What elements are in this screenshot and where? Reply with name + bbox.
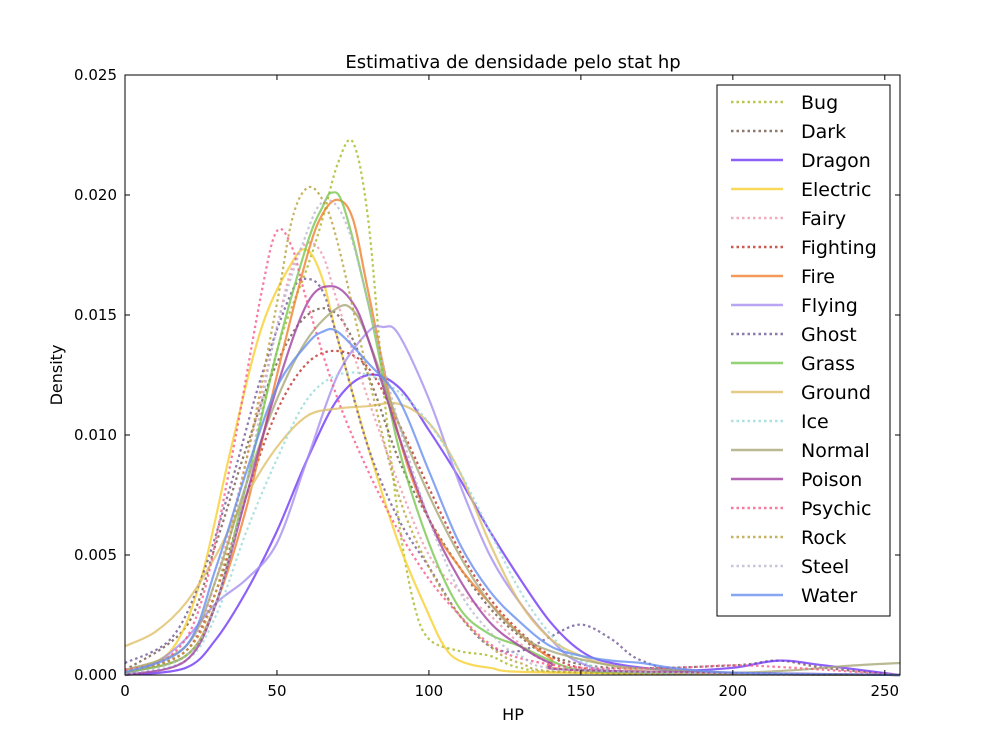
- y-tick-label: 0.000: [74, 666, 117, 684]
- density-lines: [124, 138, 901, 677]
- y-tick-label: 0.025: [74, 66, 117, 84]
- y-axis-ticks: 0.000 0.005 0.010 0.015 0.020 0.025: [74, 66, 900, 684]
- x-tick-label: 250: [870, 682, 899, 700]
- x-tick-label: 200: [719, 682, 748, 700]
- y-tick-label: 0.005: [74, 546, 117, 564]
- legend-label-fighting: Fighting: [801, 237, 877, 259]
- legend-label-flying: Flying: [801, 295, 858, 317]
- y-axis-label: Density: [47, 345, 66, 406]
- x-tick-label: 50: [267, 682, 286, 700]
- legend-label-fairy: Fairy: [801, 208, 846, 230]
- series-line-poison: [124, 285, 901, 677]
- x-axis-ticks: 0 50 100 150 200 250: [120, 75, 899, 700]
- legend: Bug Dark Dragon Electric Fairy Fighting Fire Fl…: [716, 84, 891, 617]
- legend-box: [716, 84, 891, 617]
- legend-label-ice: Ice: [801, 411, 829, 433]
- plot-frame: [124, 74, 901, 676]
- legend-label-steel: Steel: [801, 556, 849, 578]
- legend-label-grass: Grass: [801, 353, 855, 375]
- x-tick-label: 0: [120, 682, 130, 700]
- legend-label-poison: Poison: [801, 469, 862, 491]
- series-line-fairy: [124, 241, 901, 677]
- legend-label-dragon: Dragon: [801, 150, 871, 172]
- legend-label-psychic: Psychic: [801, 498, 871, 520]
- series-line-dragon: [124, 373, 901, 677]
- legend-label-water: Water: [801, 585, 857, 607]
- x-tick-label: 150: [567, 682, 596, 700]
- legend-label-dark: Dark: [801, 121, 846, 143]
- legend-label-electric: Electric: [801, 179, 871, 201]
- legend-label-ground: Ground: [801, 382, 871, 404]
- legend-label-bug: Bug: [801, 92, 838, 114]
- chart-title: Estimativa de densidade pelo stat hp: [345, 52, 680, 73]
- y-tick-label: 0.015: [74, 306, 117, 324]
- series-line-psychic: [124, 227, 901, 677]
- legend-label-fire: Fire: [801, 266, 835, 288]
- y-tick-label: 0.020: [74, 186, 117, 204]
- series-line-water: [124, 327, 901, 677]
- legend-label-rock: Rock: [801, 527, 846, 549]
- x-axis-label: HP: [502, 705, 524, 724]
- legend-label-ghost: Ghost: [801, 324, 857, 346]
- x-tick-label: 100: [415, 682, 444, 700]
- y-tick-label: 0.010: [74, 426, 117, 444]
- legend-label-normal: Normal: [801, 440, 870, 462]
- series-line-fire: [124, 198, 901, 677]
- series-line-ghost: [124, 277, 901, 677]
